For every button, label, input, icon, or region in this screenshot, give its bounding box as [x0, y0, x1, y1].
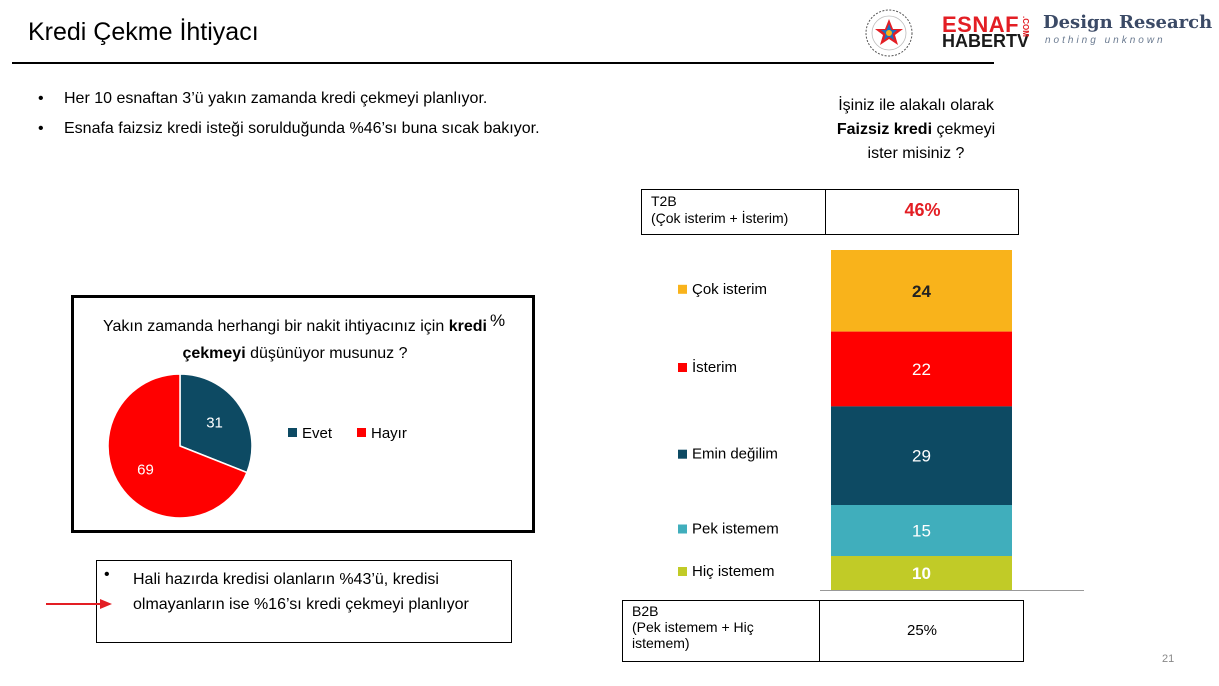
- page-number: 21: [1162, 653, 1175, 665]
- legend-swatch: [288, 428, 297, 437]
- bar-baseline: [820, 590, 1084, 591]
- pie-slice-hayır: [107, 373, 248, 519]
- title-divider: [12, 62, 994, 64]
- callout-box: Hali hazırda kredisi olanların %43’ü, kr…: [96, 560, 512, 643]
- esnaf-logo-text: ESNAF: [942, 12, 1020, 37]
- legend-swatch: [678, 449, 687, 459]
- right-question: İşiniz ile alakalı olarak Faizsiz kredi …: [836, 97, 996, 162]
- bar-data-label: 15: [912, 522, 931, 541]
- habertv-logo-text: HABERTV: [942, 31, 1030, 51]
- bar-segment: [831, 250, 1012, 332]
- pie-chart-panel: [71, 295, 535, 533]
- pie-legend-hayir: Hayır: [357, 425, 407, 442]
- t2b-label: T2B (Çok isterim + İsterim): [651, 193, 789, 226]
- legend-swatch: [678, 524, 687, 534]
- bar-segment: [831, 406, 1012, 505]
- callout-bullet: •: [104, 566, 110, 583]
- t2b-box: [641, 189, 1019, 235]
- bar-data-label: 10: [912, 564, 931, 583]
- summary-bullets: Her 10 esnaftan 3’ü yakın zamanda kredi …: [38, 84, 540, 144]
- legend-label: Hayır: [371, 425, 407, 442]
- b2b-label: B2B (Pek istemem + Hiç istemem): [632, 603, 754, 651]
- pie-slice-evet: [179, 373, 253, 474]
- legend-label: Evet: [302, 425, 333, 442]
- com-logo-text: .COM: [1021, 16, 1030, 37]
- legend-label: Çok isterim: [692, 281, 767, 298]
- design-research-logo: Design Research: [1043, 12, 1213, 33]
- bar-data-label: 22: [912, 360, 931, 379]
- legend-label: İsterim: [692, 358, 737, 376]
- b2b-box: [622, 600, 1024, 662]
- pie-data-label: 31: [206, 415, 223, 432]
- page-title: Kredi Çekme İhtiyacı: [28, 18, 259, 46]
- b2b-value: 25%: [906, 622, 938, 639]
- pie-chart: 31 69: [107, 373, 253, 519]
- pie-legend-evet: Evet: [288, 425, 332, 442]
- bar-data-label: 24: [912, 282, 931, 301]
- legend-label: Hiç istemem: [692, 563, 775, 580]
- stacked-bar-chart: 24 Çok isterim 22 İsterim 29 Emin değilim 15 Pe…: [678, 250, 1012, 590]
- bar-segment: [831, 331, 1012, 407]
- bar-segment: [831, 505, 1012, 556]
- bar-segment: [831, 556, 1012, 590]
- summary-bullet: Her 10 esnaftan 3’ü yakın zamanda kredi …: [38, 84, 540, 114]
- legend-swatch: [678, 363, 687, 372]
- summary-bullet: Esnafa faizsiz kredi isteği sorulduğunda…: [38, 114, 540, 144]
- legend-label: Pek istemem: [692, 521, 779, 538]
- pie-data-label: 69: [137, 461, 154, 478]
- legend-swatch: [678, 284, 687, 294]
- arrow-icon: [46, 599, 112, 609]
- bar-data-label: 29: [912, 447, 931, 466]
- t2b-value: 46%: [904, 200, 941, 220]
- legend-swatch: [678, 567, 687, 576]
- pie-unit: %: [490, 311, 506, 330]
- legend-swatch: [357, 428, 366, 437]
- design-research-tagline: nothing unknown: [1045, 35, 1166, 46]
- esnaf-seal-logo: [865, 9, 913, 57]
- legend-label: Emin değilim: [692, 446, 778, 463]
- pie-question: Yakın zamanda herhangi bir nakit ihtiyac…: [103, 318, 487, 362]
